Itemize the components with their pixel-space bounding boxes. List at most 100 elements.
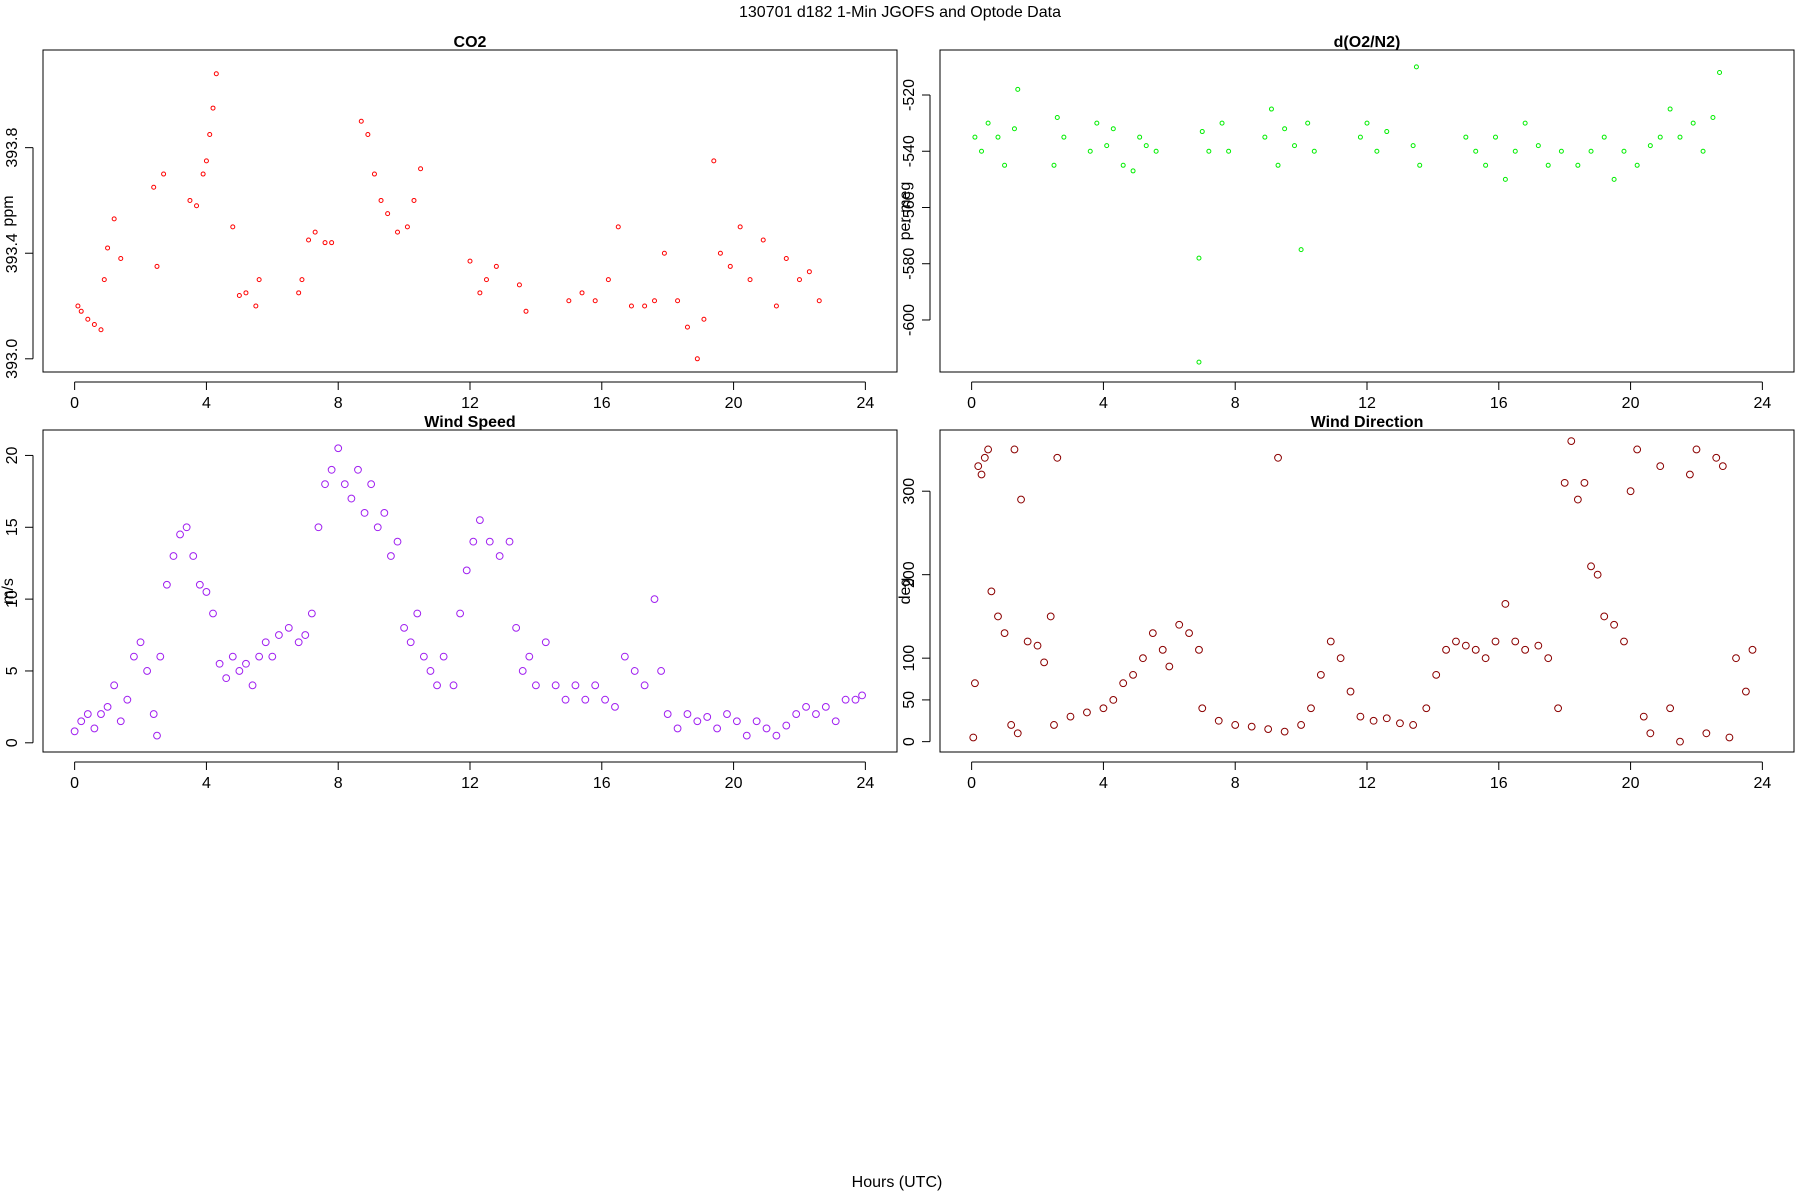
data-point [1544, 654, 1553, 663]
data-point [103, 702, 112, 711]
data-point [235, 667, 244, 675]
data-point [1023, 637, 1032, 646]
data-point [773, 303, 779, 309]
data-point [650, 595, 659, 604]
data-point [1442, 645, 1450, 654]
data-point [1481, 654, 1490, 663]
data-point [969, 733, 978, 742]
data-point [299, 277, 305, 283]
data-point [1588, 148, 1594, 154]
data-point [77, 717, 86, 726]
data-point [1356, 712, 1365, 721]
data-point [717, 250, 723, 256]
data-point [1357, 134, 1363, 140]
data-point [176, 530, 184, 539]
data-point [1473, 148, 1479, 154]
figure-title: 130701 d182 1-Min JGOFS and Optode Data [739, 4, 1061, 21]
data-point [693, 717, 702, 726]
data-point [209, 609, 217, 618]
x-tick-label: 12 [461, 775, 479, 792]
data-point [367, 480, 376, 489]
data-point [1534, 641, 1543, 650]
data-point [1013, 729, 1022, 738]
data-point [462, 566, 471, 575]
data-point [1690, 120, 1696, 126]
data-point [312, 229, 318, 235]
data-point [307, 609, 316, 618]
data-point [1346, 687, 1355, 696]
data-point [411, 197, 417, 203]
x-tick-label: 16 [593, 395, 611, 412]
data-point [1196, 359, 1202, 365]
data-point [1554, 704, 1562, 713]
data-point [334, 444, 343, 453]
data-point [358, 118, 364, 124]
x-tick-label: 16 [1490, 775, 1508, 792]
data-point [1587, 562, 1595, 571]
x-tick-label: 0 [967, 775, 976, 792]
data-point [640, 681, 649, 690]
data-point [1087, 148, 1093, 154]
data-point [1646, 729, 1655, 738]
data-point [1110, 126, 1116, 132]
y-tick-label: 393.8 [4, 128, 21, 168]
data-point [858, 691, 866, 700]
data-point [1195, 645, 1203, 654]
data-point [1054, 114, 1060, 120]
data-point [1017, 495, 1025, 504]
y-axis-label: deg [897, 578, 914, 605]
x-tick-label: 20 [1622, 775, 1640, 792]
data-point [1015, 86, 1021, 92]
data-point [90, 724, 99, 733]
data-point [796, 277, 802, 283]
data-point [1656, 462, 1665, 471]
data-point [1647, 143, 1653, 149]
data-point [1153, 148, 1159, 154]
data-point [85, 316, 91, 322]
data-point [1717, 69, 1723, 75]
data-point [1634, 162, 1640, 168]
data-point [984, 445, 993, 454]
x-tick-label: 20 [725, 775, 743, 792]
data-point [439, 652, 448, 661]
data-point [1119, 679, 1128, 688]
data-point [673, 724, 682, 733]
data-point [236, 292, 242, 298]
data-point [306, 237, 312, 243]
data-point [322, 240, 328, 246]
x-tick-label: 12 [1358, 775, 1376, 792]
data-point [456, 609, 465, 618]
data-point [1129, 670, 1137, 679]
data-point [652, 298, 658, 304]
data-point [1298, 247, 1304, 253]
y-tick-label: 393.4 [4, 233, 21, 273]
data-point [628, 303, 634, 309]
y-tick-label: 300 [901, 478, 918, 505]
data-point [742, 731, 751, 740]
data-point [620, 652, 629, 661]
data-point [118, 256, 124, 262]
data-point [980, 453, 989, 462]
data-point [1491, 637, 1500, 646]
data-point [711, 158, 717, 164]
data-point [971, 679, 979, 688]
data-point [713, 724, 722, 733]
data-point [110, 681, 119, 690]
data-point [200, 171, 206, 177]
data-point [821, 702, 830, 711]
data-point [1593, 570, 1602, 579]
data-point [694, 356, 700, 362]
data-point [1710, 114, 1716, 120]
x-tick-label: 12 [461, 395, 479, 412]
data-point [994, 612, 1002, 621]
data-point [977, 470, 986, 479]
x-tick-label: 4 [202, 395, 211, 412]
data-point [1545, 162, 1551, 168]
data-point [732, 717, 741, 726]
data-point [1139, 654, 1147, 663]
data-point [783, 256, 789, 262]
x-tick-label: 16 [1490, 395, 1508, 412]
data-point [418, 166, 424, 172]
data-point [1558, 148, 1564, 154]
